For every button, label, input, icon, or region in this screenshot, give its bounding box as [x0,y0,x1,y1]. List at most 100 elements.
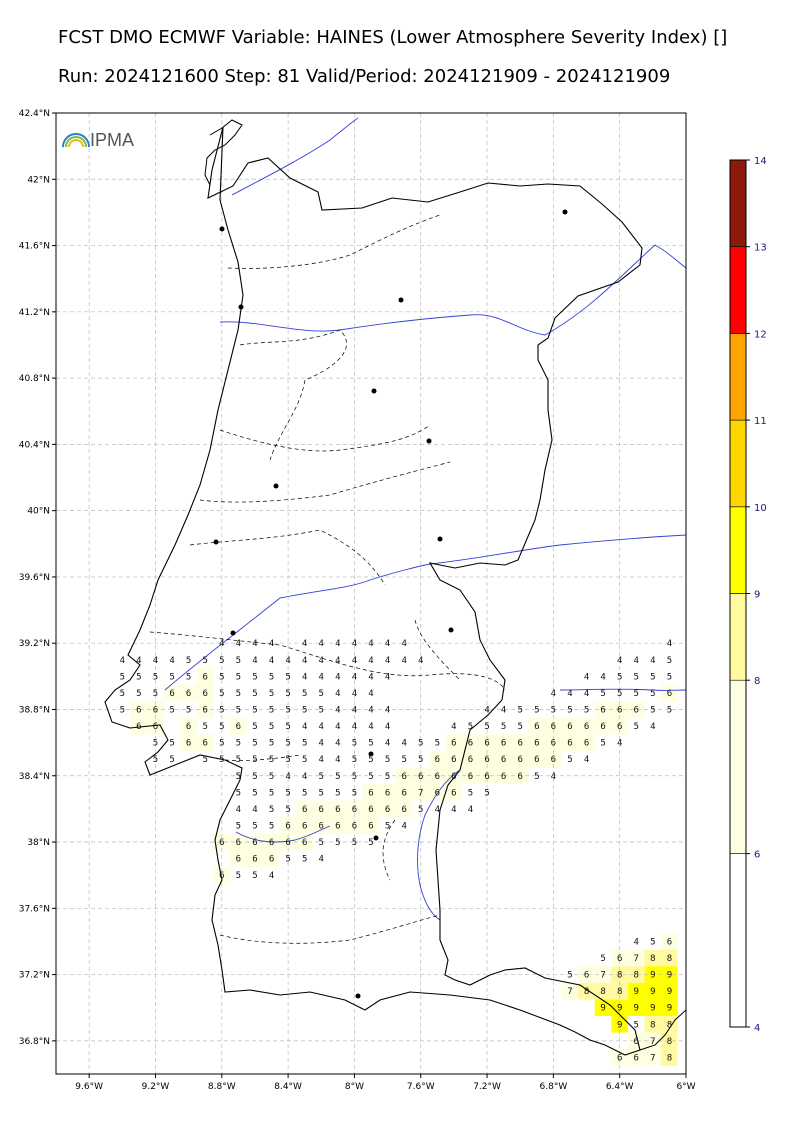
haines-value: 5 [302,689,307,699]
haines-value: 7 [600,971,605,981]
haines-value: 5 [219,689,224,699]
haines-cell [561,734,579,751]
haines-value: 6 [468,755,473,765]
city-marker [213,539,219,545]
haines-value: 8 [617,971,622,981]
haines-value: 5 [319,838,324,848]
haines-value: 6 [451,755,456,765]
lon-tick-label: 9.2°W [142,1082,170,1092]
haines-value: 5 [667,705,672,715]
haines-value-labels: 4 4 4 4 4 4 4 4 4 4 4 4 4 4 4 4 5 5 5 5 4 4 4 4 4 4 4 4 4 4 4 4 4 4 5 5 5 5 5 5… [120,639,673,1063]
haines-value: 4 [385,705,390,715]
lat-tick-label: 37.2°N [19,971,50,981]
haines-value: 5 [319,788,324,798]
haines-value: 6 [617,954,622,964]
haines-value: 5 [352,772,357,782]
haines-value: 5 [385,772,390,782]
haines-cell [130,701,148,718]
haines-value: 6 [186,722,191,732]
haines-cell [661,684,678,702]
colorbar-segment [729,246,747,334]
haines-value: 4 [352,639,357,649]
haines-cell [511,734,529,751]
haines-value: 5 [634,672,639,682]
haines-value: 8 [667,1037,672,1047]
haines-value: 5 [236,788,241,798]
haines-value: 4 [385,639,390,649]
haines-cell [329,800,347,818]
haines-value: 4 [136,656,141,666]
city-marker [426,438,432,444]
haines-cell [578,734,595,751]
haines-value: 5 [169,705,174,715]
haines-value: 4 [269,656,274,666]
lon-tick-label: 8.4°W [274,1082,302,1092]
haines-value: 5 [285,722,290,732]
haines-cell [230,717,247,735]
border-braga [227,214,441,269]
haines-value: 6 [435,772,440,782]
district-capitals [213,209,568,999]
haines-cell [528,734,546,751]
haines-cell [611,999,628,1017]
haines-value: 5 [219,656,224,666]
haines-value: 5 [269,722,274,732]
haines-value: 4 [401,739,406,749]
haines-value: 5 [219,755,224,765]
lat-tick-label: 40.4°N [19,440,50,450]
border-evora [382,819,396,881]
haines-value: 5 [236,772,241,782]
haines-value: 4 [352,689,357,699]
lon-tick-label: 6.4°W [606,1082,634,1092]
colorbar-segment [729,593,747,681]
haines-value: 5 [219,739,224,749]
haines-value: 4 [252,805,257,815]
longitude-tick-labels: 9.6°W 9.2°W 8.8°W 8.4°W 8°W 7.6°W 7.2°W 6.8°W 6.… [75,1074,696,1092]
border-coimbra [219,424,431,452]
haines-cell [627,1049,645,1066]
haines-value: 4 [584,689,589,699]
haines-value: 4 [219,639,224,649]
haines-cell [196,684,214,702]
haines-value: 4 [335,739,340,749]
haines-value: 5 [236,705,241,715]
city-marker [373,835,379,841]
colorbar-tick-label: 13 [754,243,767,254]
haines-value: 6 [202,705,207,715]
haines-value: 5 [368,838,373,848]
haines-value: 5 [252,772,257,782]
haines-value: 6 [517,739,522,749]
haines-value: 4 [584,755,589,765]
haines-cell [661,966,678,983]
haines-shading-layer [130,668,678,1066]
haines-value: 6 [186,689,191,699]
haines-value: 4 [302,639,307,649]
haines-value: 5 [252,821,257,831]
haines-value: 5 [352,788,357,798]
haines-value: 6 [468,772,473,782]
haines-value: 8 [650,954,655,964]
haines-value: 5 [418,755,423,765]
haines-value: 4 [617,656,622,666]
haines-value: 5 [435,739,440,749]
haines-value: 6 [202,739,207,749]
haines-value: 9 [634,1004,639,1014]
haines-value: 4 [584,672,589,682]
haines-value: 6 [352,805,357,815]
haines-value: 5 [153,755,158,765]
haines-value: 5 [120,689,125,699]
haines-value: 6 [517,772,522,782]
haines-value: 6 [236,855,241,865]
haines-cell [362,817,380,834]
haines-value: 4 [385,656,390,666]
haines-value: 4 [285,656,290,666]
haines-value: 5 [236,755,241,765]
haines-value: 6 [435,788,440,798]
haines-cell [147,717,164,735]
haines-value: 6 [617,722,622,732]
haines-value: 6 [634,705,639,715]
haines-value: 5 [368,772,373,782]
haines-cell [279,817,297,834]
map-frame [55,112,687,1075]
haines-value: 6 [617,1053,622,1063]
